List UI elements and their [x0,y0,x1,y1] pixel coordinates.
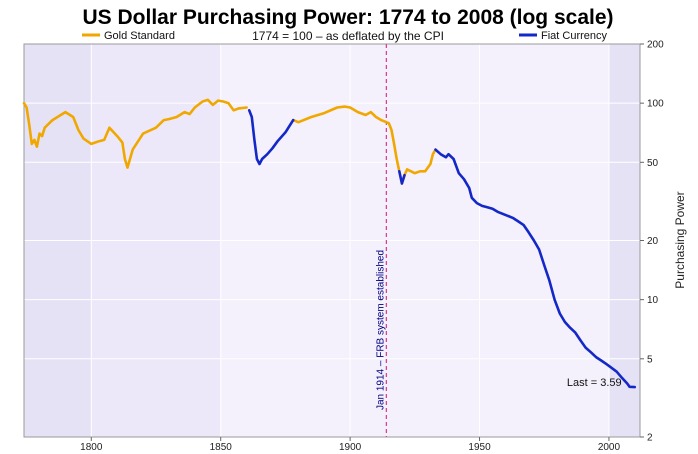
x-tick-label: 1900 [339,442,362,453]
y-tick-label: 100 [647,99,664,110]
series-line-fiat-currency [397,170,406,185]
series-line-gold-standard [400,148,437,185]
x-tick-label: 2000 [598,442,621,453]
legend-label-gold-standard: Gold Standard [104,30,175,42]
y-tick-label: 10 [647,295,659,306]
series-line-gold-standard [291,105,401,173]
plot-area: 1800 1850 1900 1950 2000 2 5 10 20 50 100 200 Jan 19… [22,40,664,453]
y-tick-label: 200 [647,40,664,51]
series-line-gold-standard [22,98,248,169]
legend: Gold Standard Fiat Currency [82,30,608,42]
frb-annotation: Jan 1914 – FRB system established [375,250,386,410]
legend-label-fiat-currency: Fiat Currency [541,30,608,42]
x-tick-label: 1950 [468,442,491,453]
chart-title: US Dollar Purchasing Power: 1774 to 2008… [82,6,613,29]
series-line-fiat-currency [434,148,637,389]
x-tick-label: 1850 [210,442,233,453]
y-tick-label: 5 [647,354,653,365]
y-tick-label: 2 [647,433,653,444]
last-value-label: Last = 3.59 [567,377,622,389]
chart-subtitle: 1774 = 100 – as deflated by the CPI [252,29,444,43]
y-tick-label: 20 [647,236,659,247]
series-line-fiat-currency [247,109,295,166]
y-axis-label: Purchasing Power [673,191,687,288]
y-tick-label: 50 [647,158,659,169]
x-tick-label: 1800 [80,442,103,453]
